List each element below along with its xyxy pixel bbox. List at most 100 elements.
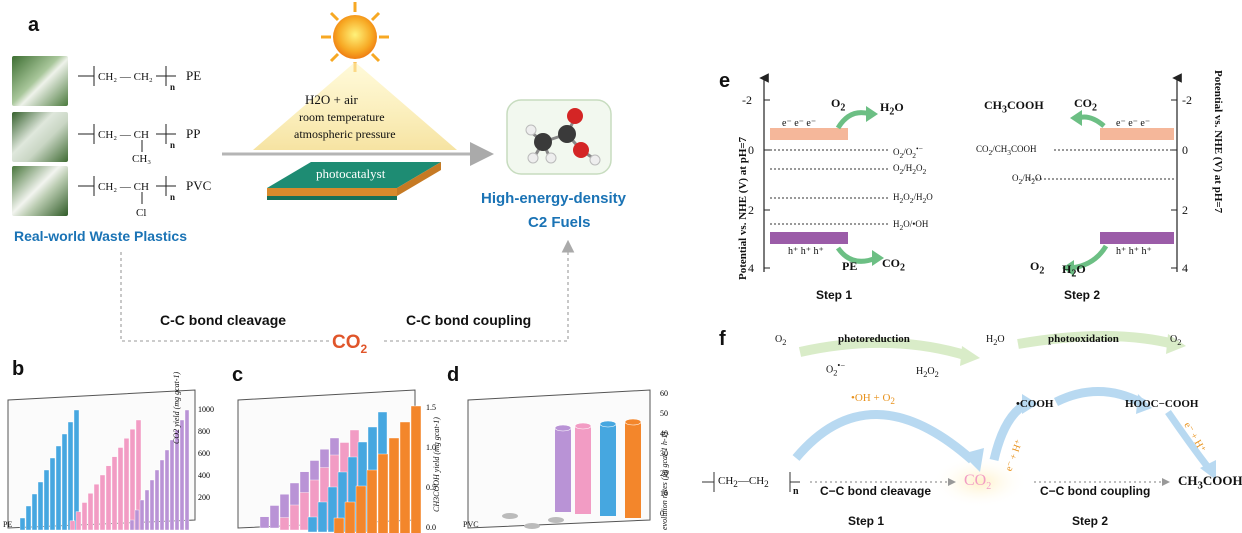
pd-base: [524, 523, 540, 529]
pd-tick: 10: [660, 489, 668, 498]
panel-d-ylabel: evolution rates (μg gcat-1 h-1): [660, 431, 669, 530]
pc-orange-bar: [410, 405, 422, 533]
step2-co2: CO2: [1074, 96, 1097, 114]
panel-a-arrows: [120, 142, 575, 342]
pb-pink-bar: [93, 483, 100, 531]
pb-purple-bar: [154, 469, 160, 531]
pd-cylinder-top: [574, 422, 592, 430]
pd-tick: 50: [660, 409, 668, 418]
svg-text:n: n: [170, 82, 175, 92]
panel-e-step1: Step 1: [816, 288, 853, 302]
pb-blue-bar: [55, 445, 62, 531]
pc-pink-bar: [299, 492, 310, 531]
pd-tick: 0: [660, 509, 664, 518]
pb-blue-bar: [31, 493, 38, 531]
pb-pink-bar: [81, 502, 88, 531]
pc-blue-bar: [317, 501, 328, 533]
tick-right-2: 2: [1182, 203, 1188, 217]
tick-right-0: -2: [1182, 93, 1192, 107]
acetic-acid-molecule: [506, 99, 612, 175]
panel-e-yaxis-right: Potential vs. NHE (V) at pH=7: [1212, 70, 1224, 214]
tick-right-1: 0: [1182, 143, 1188, 157]
pd-tick: 20: [660, 469, 668, 478]
tick-left-3: 4: [748, 261, 754, 275]
pvc-label: PVC: [186, 178, 212, 193]
step2-holes: h⁺ h⁺ h⁺: [1116, 246, 1152, 257]
condition-temperature: room temperature: [299, 110, 385, 124]
step2-h2o: H2O: [1062, 262, 1086, 280]
panel-e-step2: Step 2: [1064, 288, 1101, 302]
pb-pink-bar: [105, 465, 112, 531]
pb-purple-bar: [179, 419, 185, 531]
step2-ch3cooh: CH3COOH: [984, 98, 1044, 116]
step1-pe: PE: [842, 259, 858, 273]
panel-b-letter: b: [12, 358, 25, 380]
pd-base: [502, 513, 518, 519]
svg-text:CH₂ — CH: CH₂ — CH: [98, 129, 149, 141]
pe-bag-photo: [12, 56, 68, 106]
tick-left-0: -2: [742, 93, 752, 107]
pb-pink-bar: [111, 456, 118, 531]
pc-orange-bar: [388, 437, 400, 533]
panel-d-chart: 60 50 40 30 20 10 0: [467, 389, 668, 529]
polymer-n: n: [793, 486, 799, 497]
pc-purple-bar: [269, 505, 280, 529]
pb-purple-bar: [184, 409, 190, 531]
polymer-structures: CH₂ — CH₂ n CH₂ — CH n CH₃ CH₂ — CH n Cl: [78, 66, 176, 219]
pb-pink-bar: [75, 511, 82, 531]
level-o2-h2o2: O2/H2O2: [893, 163, 927, 176]
condition-pressure: atmospheric pressure: [294, 127, 396, 141]
panel-c-chart: 1.5 1.0 0.5 0.0: [237, 389, 436, 533]
panel-b-chart: 1000 800 600 400 200: [7, 389, 214, 531]
pc-pink-bar: [279, 517, 290, 531]
pb-purple-bar: [159, 459, 165, 531]
pb-blue-bar: [43, 469, 50, 531]
pd-tick: 60: [660, 389, 668, 398]
pb-tick: 400: [198, 471, 210, 480]
pc-orange-bar: [333, 517, 345, 533]
level-co2-ch3cooh: CO2/CH3COOH: [976, 144, 1037, 157]
photoreduction-label: photoreduction: [838, 333, 910, 345]
sun-icon: [321, 2, 389, 72]
pb-pink-bar: [123, 438, 130, 531]
f-step2: Step 2: [1072, 514, 1109, 528]
step1-electrons: e⁻ e⁻ e⁻: [782, 118, 817, 129]
pc-tick: 1.5: [426, 403, 436, 412]
pd-tick: 40: [660, 429, 668, 438]
photocatalyst-label: photocatalyst: [316, 166, 386, 181]
pc-orange-bar: [366, 469, 378, 533]
pb-pink-bar: [117, 447, 124, 531]
panel-c-ylabel: CH3COOH yield (mg gcat-1): [432, 417, 441, 512]
panel-f-letter: f: [719, 328, 726, 350]
panel-d-letter: d: [447, 364, 460, 386]
f-o2-right: O2: [1170, 334, 1182, 347]
pc-blue-bar: [327, 486, 338, 533]
pd-cylinder: [555, 428, 571, 512]
pvc-film-photo: [12, 166, 68, 216]
pb-purple-bar: [164, 449, 170, 531]
pb-tick: 800: [198, 427, 210, 436]
pb-pink-bar: [87, 493, 94, 531]
pb-pink-bar: [129, 428, 136, 531]
fuels-line-2: C2 Fuels: [528, 214, 591, 231]
superoxide-label: O2•−: [826, 361, 846, 378]
pd-cylinder-top: [624, 418, 642, 426]
panel-e-letter: e: [719, 70, 731, 92]
panel-d-xlabel: PVC: [463, 520, 479, 529]
pd-cylinder-top: [554, 424, 572, 432]
photocatalyst-sheet: [267, 162, 441, 200]
fuels-line-1: High-energy-density: [481, 190, 627, 207]
mechanism-arrows: [702, 331, 1216, 508]
plastics-caption: Real-world Waste Plastics: [14, 228, 187, 244]
panel-b-ylabel: CO2 yield (mg gcat-1): [172, 371, 181, 444]
pe-label: PE: [186, 68, 202, 83]
co2-center: CO2: [332, 332, 368, 356]
f-step1: Step 1: [848, 514, 885, 528]
photooxidation-label: photooxidation: [1048, 333, 1119, 345]
svg-text:CH₂ — CH: CH₂ — CH: [98, 181, 149, 193]
reaction-illustration: [253, 2, 457, 200]
panel-a-letter: a: [28, 14, 40, 36]
step1-o2: O2: [831, 96, 846, 114]
f-o2-left: O2: [775, 334, 787, 347]
f-cleavage: C−C bond cleavage: [820, 484, 932, 498]
